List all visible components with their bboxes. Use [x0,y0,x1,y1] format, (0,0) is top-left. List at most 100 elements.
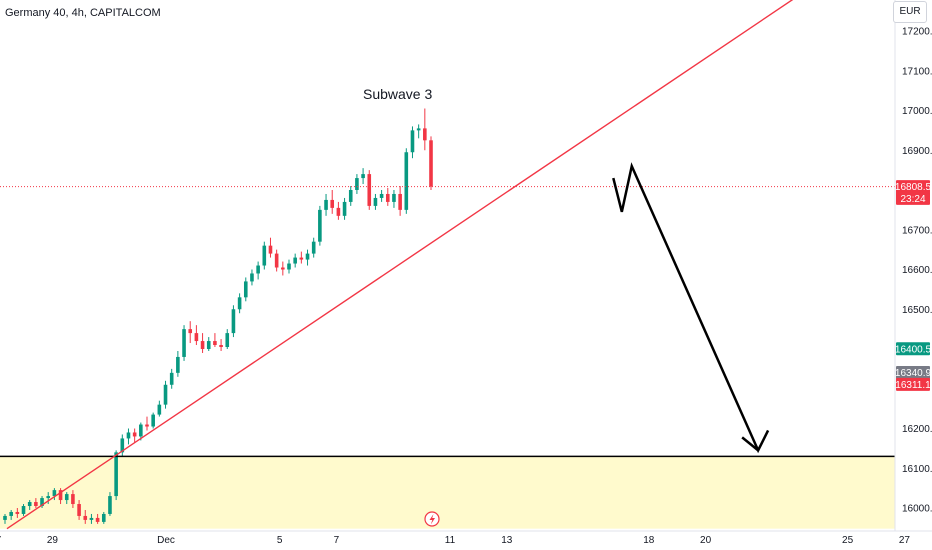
candle-body [355,178,359,190]
candle [268,237,273,258]
candle-body [114,452,118,497]
projection-path [612,162,770,454]
currency-button[interactable]: EUR [893,1,927,23]
candle-body [163,384,168,405]
x-tick-label: 13 [501,535,513,546]
candle-body [176,356,180,373]
candle [379,190,384,202]
candle-body [15,511,20,514]
candle [52,488,57,501]
candle-body [89,517,94,520]
candle-body [250,273,254,282]
candle [194,325,199,346]
candle-body [151,414,155,427]
y-tick-label: 17200.0 [902,27,932,38]
y-axis-panel[interactable] [895,0,932,550]
candle-body [311,241,316,254]
candle [243,277,248,302]
x-tick-label: 27 [0,535,2,546]
candle [392,190,396,208]
candle [157,400,162,417]
support-zone [0,456,895,529]
candle [206,337,211,351]
candle-body [256,265,260,274]
candle [305,249,310,266]
x-tick-label: 7 [334,535,340,546]
candle-body [132,432,137,437]
x-tick-label: 20 [700,535,712,546]
y-tick-label: 16100.0 [902,464,932,475]
y-tick-label: 17100.0 [902,66,932,77]
candle-body [169,372,174,385]
candle [101,511,106,524]
candle-body [268,245,273,254]
lightning-icon[interactable] [424,511,440,527]
candle-body [237,297,242,310]
price-tag: 16400.5 [895,342,932,356]
candle-body [342,201,347,216]
candle [361,168,365,185]
candle [385,188,390,206]
price-tag-bg [896,191,930,205]
candle [145,416,149,431]
candle-body [46,496,51,499]
candle-body [95,517,100,522]
candle-body [206,341,211,349]
candle-body [101,513,106,522]
candle-body [231,309,236,334]
candle [9,509,13,520]
candle [71,490,75,508]
projection-arrowhead [741,436,759,452]
price-tag: 16808.5 [895,180,932,194]
candle [46,492,51,505]
candle-body [71,494,75,505]
candle-body [274,253,279,268]
candle [416,124,421,139]
price-tag: 16340.9 [895,365,932,379]
y-tick-label: 16900.0 [902,146,932,157]
candle [336,201,341,220]
candle-body [281,267,285,270]
candle [256,261,260,280]
annotation-subwave: Subwave 3 [363,86,432,102]
price-tag: 16311.1 [895,377,931,391]
price-tag-label: 16400.5 [895,344,932,355]
candle [237,293,242,314]
candle [27,500,32,510]
candle-body [324,199,328,210]
price-tag: 23:24 [896,191,930,205]
candle-body [200,341,205,349]
candle [58,488,63,505]
candle [151,412,155,429]
candle [324,193,328,216]
candle [64,492,69,505]
candle [355,174,359,194]
candle [367,170,372,210]
candle [262,241,267,270]
candle [40,496,44,508]
candle-body [194,333,199,342]
candle-body [305,253,310,260]
candle-body [213,341,217,346]
candle-body [126,432,131,439]
candle-body [182,329,186,357]
candle [342,197,347,220]
candle-body [157,404,162,415]
candle-body [21,506,26,514]
y-tick-label: 16700.0 [902,225,932,236]
candle [21,504,26,516]
candle [89,513,94,524]
candle [423,108,427,151]
y-tick-label: 16500.0 [902,305,932,316]
candle-body [262,245,267,266]
candle-body [373,197,378,206]
candle [120,434,125,457]
candle [311,237,316,258]
candle-body [83,515,88,520]
price-tag-label: 16311.1 [895,380,931,391]
candle-body [404,152,409,210]
candle [132,428,137,443]
candle-body [293,257,297,264]
candle-body [392,193,396,202]
